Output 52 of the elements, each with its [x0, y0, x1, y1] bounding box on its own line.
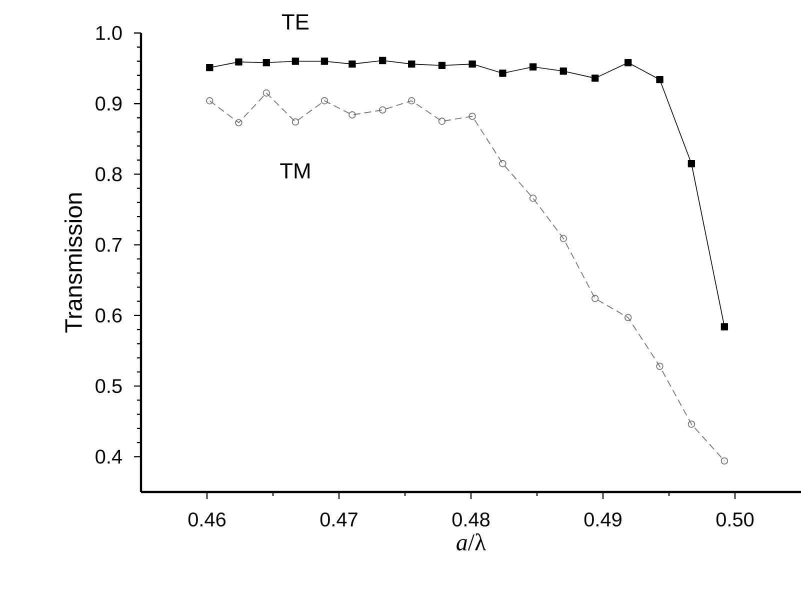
point	[499, 70, 506, 77]
point	[206, 97, 214, 104]
point	[292, 58, 300, 65]
point	[262, 59, 270, 66]
y-tick-label: 0.9	[96, 96, 122, 111]
series-label: TE	[282, 14, 309, 30]
y-tick-label: 0.5	[96, 379, 122, 394]
point	[720, 323, 728, 330]
point	[438, 118, 446, 125]
point	[262, 89, 270, 97]
point	[529, 63, 537, 70]
point	[560, 234, 567, 242]
y-tick-label: 0.7	[96, 238, 122, 252]
y-tick-label: 1.0	[96, 26, 122, 40]
point	[408, 60, 416, 68]
point	[624, 314, 632, 322]
point	[720, 457, 728, 464]
x-axis-title: a/λ	[456, 533, 486, 550]
point	[320, 58, 328, 65]
point	[378, 56, 386, 64]
point	[348, 111, 356, 118]
x-tick-label: 0.48	[452, 512, 490, 527]
point	[348, 60, 356, 68]
y-axis-title: Transmission	[64, 193, 82, 333]
point	[529, 194, 537, 202]
point	[235, 58, 242, 66]
x-tick-label: 0.46	[188, 512, 226, 527]
point	[656, 76, 664, 84]
y-tick-label: 0.6	[96, 308, 122, 322]
point	[499, 160, 506, 168]
point	[292, 118, 300, 126]
point	[624, 59, 632, 66]
x-tick-label: 0.50	[716, 512, 754, 527]
point	[560, 68, 567, 75]
point	[468, 60, 476, 68]
point	[206, 64, 214, 72]
point	[378, 106, 386, 114]
point	[688, 160, 696, 168]
point	[656, 362, 664, 370]
series-label: TM	[280, 163, 310, 178]
point	[688, 420, 696, 428]
point	[438, 62, 446, 70]
point	[468, 112, 476, 120]
point	[408, 97, 416, 104]
x-tick-label: 0.47	[320, 512, 358, 527]
point	[592, 74, 599, 82]
x-tick-label: 0.49	[584, 512, 622, 527]
point	[235, 119, 242, 126]
y-tick-label: 0.4	[96, 450, 122, 464]
point	[320, 97, 328, 104]
y-tick-label: 0.8	[96, 167, 122, 182]
point	[592, 294, 599, 302]
